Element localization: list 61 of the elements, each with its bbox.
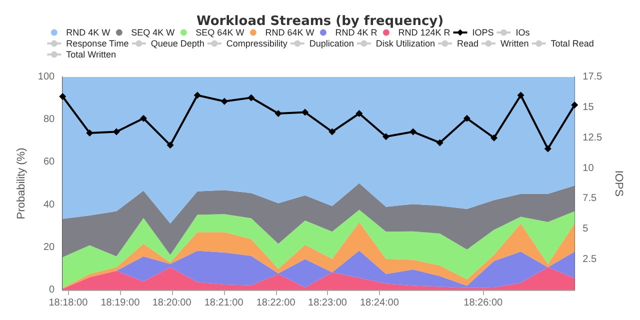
- point: [517, 92, 524, 99]
- y2-tick-label: 15: [582, 102, 594, 113]
- point: [112, 128, 120, 136]
- legend-label: Compressibility: [226, 38, 288, 48]
- point: [544, 145, 552, 152]
- y2-axis-title: IOPS: [612, 170, 624, 197]
- y-tick-label: 80: [43, 114, 56, 126]
- point: [463, 114, 470, 122]
- x-tick-label: 18:22:00: [256, 298, 296, 308]
- point: [436, 139, 444, 146]
- legend-label: SEQ 4K W: [131, 28, 176, 38]
- y-axis-title: Probability (%): [16, 148, 28, 220]
- legend-label: Response Time: [66, 38, 129, 48]
- legend-label: RND 4K W: [66, 28, 111, 38]
- y2-tick-label: 2.5: [582, 254, 597, 266]
- x-tick-label: 18:26:00: [464, 298, 504, 308]
- legend-label: Read: [456, 38, 478, 48]
- legend-label: RND 124K R: [398, 28, 451, 38]
- y-tick-label: 20: [43, 242, 56, 253]
- point: [410, 128, 417, 136]
- legend-label: RND 64K W: [265, 28, 315, 38]
- x-tick-label: 18:21:00: [204, 298, 244, 308]
- legend-label: Total Written: [66, 50, 116, 60]
- point: [302, 108, 309, 116]
- point: [490, 134, 498, 142]
- y-tick-label: 100: [38, 72, 56, 82]
- legend-label: RND 4K R: [335, 28, 378, 38]
- point: [194, 92, 201, 99]
- legend-label: Written: [500, 38, 529, 48]
- x-tick-label: 18:24:00: [360, 298, 400, 308]
- point: [382, 133, 390, 140]
- legend-label: SEQ 64K W: [196, 28, 245, 38]
- legend-label: Queue Depth: [150, 38, 204, 48]
- x-tick-label: 18:23:00: [308, 298, 348, 308]
- point: [274, 110, 282, 118]
- y2-tick-label: 17.5: [582, 72, 603, 82]
- legend-label: IOs: [516, 28, 530, 38]
- point: [328, 128, 336, 136]
- y2-tick-label: 7.5: [582, 193, 597, 204]
- point: [86, 129, 94, 136]
- point: [220, 98, 228, 105]
- y2-tick-label: 10: [582, 162, 594, 174]
- y2-tick-label: 12.5: [582, 132, 603, 144]
- x-tick-label: 18:18:00: [48, 298, 88, 308]
- legend-label: IOPS: [472, 28, 494, 38]
- y-tick-label: 40: [43, 199, 56, 210]
- point: [59, 92, 66, 100]
- legend-label: Disk Utilization: [376, 38, 435, 48]
- y2-tick-label: 5: [582, 224, 589, 235]
- legend-label: Duplication: [309, 38, 354, 48]
- y-tick-label: 0: [49, 284, 56, 296]
- point: [140, 114, 148, 122]
- point: [571, 101, 578, 108]
- chart-title: Workload Streams (by frequency): [196, 14, 444, 29]
- y-tick-label: 60: [43, 156, 56, 168]
- point: [166, 142, 174, 149]
- x-tick-label: 18:20:00: [152, 298, 192, 308]
- point: [356, 110, 363, 118]
- legend-label: Total Read: [550, 38, 594, 48]
- point: [248, 94, 255, 102]
- x-tick-label: 18:19:00: [100, 298, 140, 308]
